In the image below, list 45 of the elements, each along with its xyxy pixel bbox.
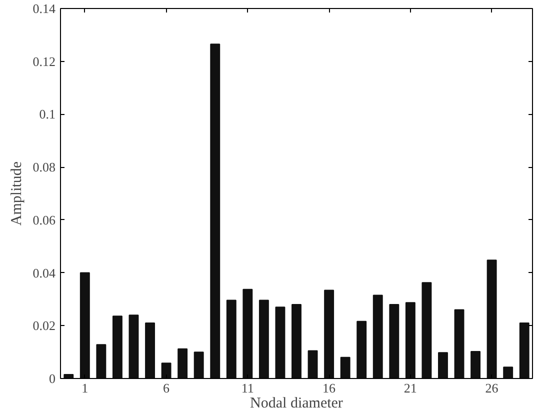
bar: [454, 309, 464, 378]
bar: [145, 322, 155, 378]
y-tick-label: 0.08: [32, 160, 56, 175]
y-tick-label: 0.04: [32, 265, 56, 280]
bar: [161, 362, 172, 378]
bar: [242, 288, 253, 378]
bar: [258, 300, 269, 378]
bar: [519, 322, 530, 378]
y-tick-label: 0.06: [32, 212, 56, 228]
x-tick-label: 26: [485, 380, 499, 396]
x-tick-label: 1: [82, 380, 88, 396]
x-tick-label: 11: [241, 380, 254, 396]
bar: [340, 356, 350, 378]
bar: [292, 304, 302, 378]
y-tick-label: 0: [49, 371, 56, 386]
bar: [226, 300, 236, 378]
bar: [422, 282, 432, 378]
bar: [389, 304, 400, 378]
bar: [194, 352, 204, 378]
bar: [308, 350, 318, 378]
bar: [470, 351, 481, 378]
bar: [128, 314, 139, 378]
bar: [210, 44, 220, 378]
bar: [356, 320, 367, 378]
bar: [178, 348, 188, 378]
x-tick-label: 6: [163, 380, 170, 396]
bar: [324, 290, 334, 378]
bar: [64, 374, 74, 378]
y-tick-label: 0.12: [32, 54, 56, 69]
y-tick-label: 0.14: [32, 1, 56, 16]
x-tick-label: 21: [404, 380, 417, 396]
bar: [405, 302, 416, 378]
y-tick-label: 0.02: [32, 318, 56, 334]
bar: [372, 294, 383, 378]
bar: [503, 366, 514, 378]
y-axis-title: Amplitude: [8, 161, 25, 226]
bar: [96, 344, 106, 378]
bar: [275, 306, 286, 378]
bar: [438, 352, 448, 378]
x-tick-label: 16: [322, 380, 336, 396]
bar: [486, 260, 497, 378]
x-axis-title: Nodal diameter: [250, 396, 343, 412]
bar: [80, 272, 90, 378]
y-tick-label: 0.1: [39, 106, 56, 122]
bar: [112, 316, 122, 378]
